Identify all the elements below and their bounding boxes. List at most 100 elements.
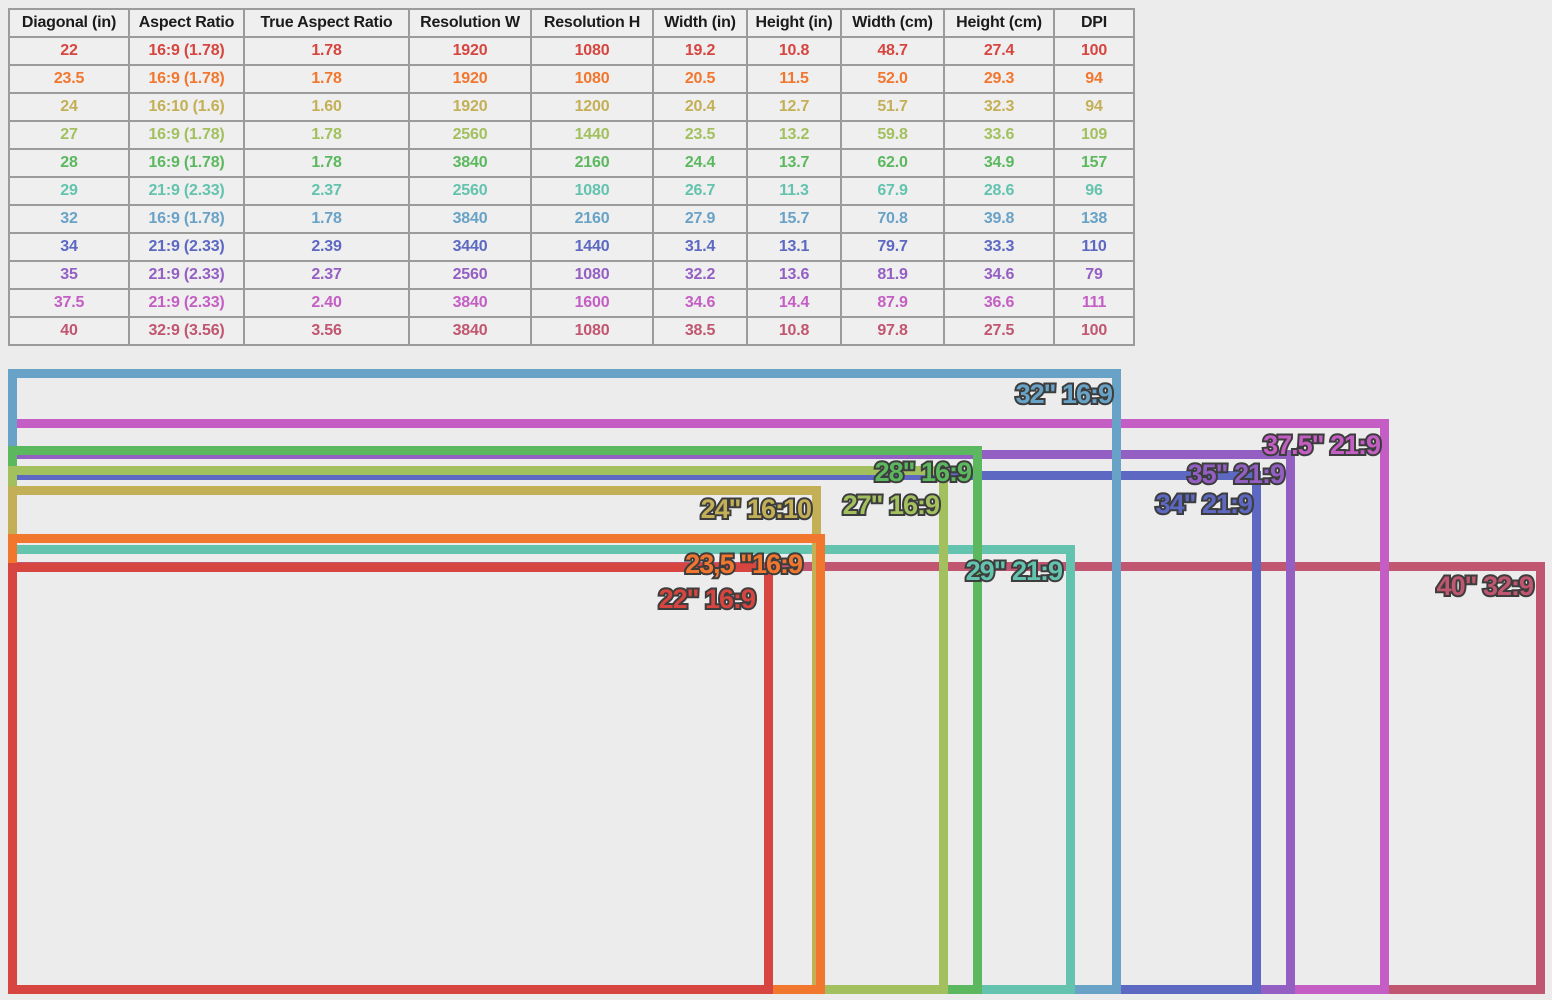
table-cell: 1080 [530, 316, 654, 346]
table-cell: 81.9 [840, 260, 945, 290]
rect-label-24in: 24" 16:10 [699, 492, 814, 526]
table-cell: 37.5 [8, 288, 130, 318]
table-cell: 11.3 [746, 176, 842, 206]
rect-label-28in: 28" 16:9 [873, 455, 974, 489]
table-cell: 59.8 [840, 120, 945, 150]
table-cell: 21:9 (2.33) [128, 288, 245, 318]
table-cell: 34.6 [652, 288, 748, 318]
table-cell: 94 [1053, 64, 1135, 94]
table-cell: 38.5 [652, 316, 748, 346]
table-cell: 1440 [530, 232, 654, 262]
table-cell: 1080 [530, 176, 654, 206]
table-cell: 12.7 [746, 92, 842, 122]
rect-label-23-5in: 23,5 "16:9 [683, 547, 805, 581]
table-row: 35 21:9 (2.33) 2.37 2560 1080 32.2 13.6 81.9 34.… [8, 260, 1135, 290]
column-header: Width (in) [652, 8, 748, 38]
table-cell: 14.4 [746, 288, 842, 318]
table-cell: 79 [1053, 260, 1135, 290]
column-header: True Aspect Ratio [243, 8, 410, 38]
table-cell: 1920 [408, 36, 532, 66]
column-header: Height (in) [746, 8, 842, 38]
table-cell: 27.5 [943, 316, 1055, 346]
rect-label-40in: 40" 32:9 [1435, 569, 1536, 603]
table-cell: 20.4 [652, 92, 748, 122]
column-header: Height (cm) [943, 8, 1055, 38]
table-cell: 3440 [408, 232, 532, 262]
table-cell: 34.6 [943, 260, 1055, 290]
table-cell: 2.39 [243, 232, 410, 262]
table-cell: 27.9 [652, 204, 748, 234]
table-cell: 1.78 [243, 36, 410, 66]
table-cell: 1.60 [243, 92, 410, 122]
table-cell: 19.2 [652, 36, 748, 66]
table-cell: 1.78 [243, 120, 410, 150]
table-cell: 3840 [408, 148, 532, 178]
table-cell: 96 [1053, 176, 1135, 206]
table-cell: 1440 [530, 120, 654, 150]
table-cell: 52.0 [840, 64, 945, 94]
table-row: 32 16:9 (1.78) 1.78 3840 2160 27.9 15.7 70.8 39.… [8, 204, 1135, 234]
table-cell: 20.5 [652, 64, 748, 94]
table-cell: 2160 [530, 204, 654, 234]
table-cell: 79.7 [840, 232, 945, 262]
table-cell: 1600 [530, 288, 654, 318]
screen-rect-22in [8, 563, 773, 994]
table-cell: 33.3 [943, 232, 1055, 262]
rect-label-37-5in: 37.5" 21:9 [1261, 428, 1383, 462]
table-cell: 157 [1053, 148, 1135, 178]
table-cell: 13.2 [746, 120, 842, 150]
table-cell: 34 [8, 232, 130, 262]
table-header-row: Diagonal (in) Aspect Ratio True Aspect Rat… [8, 8, 1135, 38]
table-row: 27 16:9 (1.78) 1.78 2560 1440 23.5 13.2 59.8 33.… [8, 120, 1135, 150]
table-cell: 110 [1053, 232, 1135, 262]
table-cell: 1.78 [243, 64, 410, 94]
table-cell: 1920 [408, 64, 532, 94]
table-cell: 3840 [408, 316, 532, 346]
table-cell: 32 [8, 204, 130, 234]
table-cell: 2.37 [243, 260, 410, 290]
table-cell: 3.56 [243, 316, 410, 346]
table-cell: 13.7 [746, 148, 842, 178]
table-cell: 3840 [408, 204, 532, 234]
table-cell: 1.78 [243, 148, 410, 178]
table-cell: 1200 [530, 92, 654, 122]
table-cell: 16:9 (1.78) [128, 204, 245, 234]
rect-label-27in: 27" 16:9 [841, 488, 942, 522]
table-cell: 33.6 [943, 120, 1055, 150]
table-cell: 2560 [408, 120, 532, 150]
table-cell: 109 [1053, 120, 1135, 150]
table-row: 40 32:9 (3.56) 3.56 3840 1080 38.5 10.8 97.8 27.… [8, 316, 1135, 346]
table-cell: 16:9 (1.78) [128, 36, 245, 66]
table-cell: 15.7 [746, 204, 842, 234]
table-row: 28 16:9 (1.78) 1.78 3840 2160 24.4 13.7 62.0 34.… [8, 148, 1135, 178]
rect-label-29in: 29" 21:9 [964, 554, 1065, 588]
table-cell: 16:9 (1.78) [128, 120, 245, 150]
column-header: DPI [1053, 8, 1135, 38]
table-cell: 40 [8, 316, 130, 346]
table-cell: 10.8 [746, 316, 842, 346]
table-cell: 1920 [408, 92, 532, 122]
table-row: 22 16:9 (1.78) 1.78 1920 1080 19.2 10.8 48.7 27.… [8, 36, 1135, 66]
column-header: Resolution H [530, 8, 654, 38]
table-row: 24 16:10 (1.6) 1.60 1920 1200 20.4 12.7 51.7 32.… [8, 92, 1135, 122]
rect-label-32in: 32" 16:9 [1014, 377, 1115, 411]
table-cell: 100 [1053, 316, 1135, 346]
table-cell: 1080 [530, 64, 654, 94]
table-cell: 16:10 (1.6) [128, 92, 245, 122]
table-cell: 138 [1053, 204, 1135, 234]
table-cell: 34.9 [943, 148, 1055, 178]
table-cell: 39.8 [943, 204, 1055, 234]
table-cell: 28 [8, 148, 130, 178]
table-cell: 29.3 [943, 64, 1055, 94]
table-row: 29 21:9 (2.33) 2.37 2560 1080 26.7 11.3 67.9 28.… [8, 176, 1135, 206]
table-cell: 29 [8, 176, 130, 206]
screen-size-table: Diagonal (in) Aspect Ratio True Aspect Rat… [8, 8, 1135, 346]
table-cell: 1.78 [243, 204, 410, 234]
table-cell: 31.4 [652, 232, 748, 262]
column-header: Width (cm) [840, 8, 945, 38]
table-cell: 62.0 [840, 148, 945, 178]
table-cell: 24 [8, 92, 130, 122]
column-header: Resolution W [408, 8, 532, 38]
table-cell: 21:9 (2.33) [128, 176, 245, 206]
